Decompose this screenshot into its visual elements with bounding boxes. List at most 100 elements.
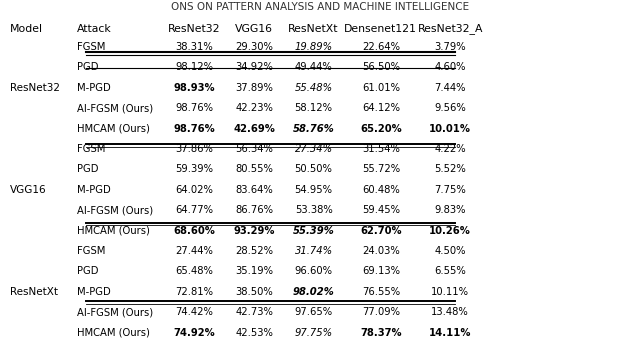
Text: FGSM: FGSM [77, 144, 105, 154]
Text: 83.64%: 83.64% [236, 185, 273, 195]
Text: ResNet32: ResNet32 [168, 24, 221, 34]
Text: M-PGD: M-PGD [77, 83, 111, 93]
Text: 4.22%: 4.22% [435, 144, 466, 154]
Text: FGSM: FGSM [77, 42, 105, 52]
Text: 96.60%: 96.60% [294, 266, 333, 276]
Text: 55.48%: 55.48% [294, 83, 333, 93]
Text: 7.44%: 7.44% [435, 83, 466, 93]
Text: 28.52%: 28.52% [235, 246, 273, 256]
Text: Model: Model [10, 24, 43, 34]
Text: 50.50%: 50.50% [294, 164, 333, 174]
Text: 9.56%: 9.56% [435, 103, 466, 113]
Text: 10.11%: 10.11% [431, 287, 469, 297]
Text: 61.01%: 61.01% [362, 83, 400, 93]
Text: 27.44%: 27.44% [175, 246, 214, 256]
Text: 35.19%: 35.19% [235, 266, 273, 276]
Text: 98.76%: 98.76% [173, 123, 216, 134]
Text: ResNetXt: ResNetXt [289, 24, 339, 34]
Text: 19.89%: 19.89% [294, 42, 333, 52]
Text: 93.29%: 93.29% [234, 225, 275, 236]
Text: M-PGD: M-PGD [77, 185, 111, 195]
Text: 7.75%: 7.75% [435, 185, 466, 195]
Text: 3.79%: 3.79% [435, 42, 466, 52]
Text: 24.03%: 24.03% [362, 246, 399, 256]
Text: ResNet32: ResNet32 [10, 83, 60, 93]
Text: 56.50%: 56.50% [362, 62, 400, 72]
Text: AI-FGSM (Ours): AI-FGSM (Ours) [77, 103, 153, 113]
Text: 68.60%: 68.60% [173, 225, 216, 236]
Text: 38.31%: 38.31% [176, 42, 213, 52]
Text: 22.64%: 22.64% [362, 42, 400, 52]
Text: 54.95%: 54.95% [294, 185, 333, 195]
Text: 78.37%: 78.37% [360, 327, 402, 338]
Text: 58.76%: 58.76% [292, 123, 335, 134]
Text: 37.86%: 37.86% [175, 144, 214, 154]
Text: 42.53%: 42.53% [235, 327, 273, 338]
Text: ResNetXt: ResNetXt [10, 287, 58, 297]
Text: Densenet121: Densenet121 [344, 24, 417, 34]
Text: HMCAM (Ours): HMCAM (Ours) [77, 327, 150, 338]
Text: 97.65%: 97.65% [294, 307, 333, 317]
Text: VGG16: VGG16 [235, 24, 273, 34]
Text: 9.83%: 9.83% [435, 205, 466, 215]
Text: FGSM: FGSM [77, 246, 105, 256]
Text: 80.55%: 80.55% [235, 164, 273, 174]
Text: PGD: PGD [77, 62, 99, 72]
Text: 49.44%: 49.44% [295, 62, 332, 72]
Text: 55.72%: 55.72% [362, 164, 400, 174]
Text: ONS ON PATTERN ANALYSIS AND MACHINE INTELLIGENCE: ONS ON PATTERN ANALYSIS AND MACHINE INTE… [171, 2, 469, 12]
Text: 98.02%: 98.02% [292, 287, 335, 297]
Text: 56.34%: 56.34% [235, 144, 273, 154]
Text: 76.55%: 76.55% [362, 287, 400, 297]
Text: PGD: PGD [77, 164, 99, 174]
Text: 13.48%: 13.48% [431, 307, 469, 317]
Text: AI-FGSM (Ours): AI-FGSM (Ours) [77, 205, 153, 215]
Text: 14.11%: 14.11% [429, 327, 472, 338]
Text: M-PGD: M-PGD [77, 287, 111, 297]
Text: 98.12%: 98.12% [175, 62, 214, 72]
Text: 69.13%: 69.13% [362, 266, 400, 276]
Text: 31.54%: 31.54% [362, 144, 400, 154]
Text: 77.09%: 77.09% [362, 307, 400, 317]
Text: 27.34%: 27.34% [294, 144, 333, 154]
Text: 4.50%: 4.50% [435, 246, 466, 256]
Text: 65.48%: 65.48% [175, 266, 214, 276]
Text: 38.50%: 38.50% [236, 287, 273, 297]
Text: 53.38%: 53.38% [295, 205, 332, 215]
Text: 42.73%: 42.73% [235, 307, 273, 317]
Text: 58.12%: 58.12% [294, 103, 333, 113]
Text: 64.12%: 64.12% [362, 103, 400, 113]
Text: 86.76%: 86.76% [235, 205, 273, 215]
Text: 6.55%: 6.55% [435, 266, 466, 276]
Text: VGG16: VGG16 [10, 185, 46, 195]
Text: 55.39%: 55.39% [292, 225, 335, 236]
Text: 97.75%: 97.75% [294, 327, 333, 338]
Text: HMCAM (Ours): HMCAM (Ours) [77, 123, 150, 134]
Text: 65.20%: 65.20% [360, 123, 402, 134]
Text: Attack: Attack [77, 24, 111, 34]
Text: HMCAM (Ours): HMCAM (Ours) [77, 225, 150, 236]
Text: 64.77%: 64.77% [175, 205, 214, 215]
Text: 42.69%: 42.69% [233, 123, 275, 134]
Text: PGD: PGD [77, 266, 99, 276]
Text: 98.93%: 98.93% [173, 83, 216, 93]
Text: 10.26%: 10.26% [429, 225, 471, 236]
Text: 5.52%: 5.52% [435, 164, 466, 174]
Text: 72.81%: 72.81% [175, 287, 214, 297]
Text: 64.02%: 64.02% [175, 185, 214, 195]
Text: AI-FGSM (Ours): AI-FGSM (Ours) [77, 307, 153, 317]
Text: 4.60%: 4.60% [435, 62, 466, 72]
Text: 29.30%: 29.30% [235, 42, 273, 52]
Text: 60.48%: 60.48% [362, 185, 399, 195]
Text: 37.89%: 37.89% [235, 83, 273, 93]
Text: 59.39%: 59.39% [175, 164, 214, 174]
Text: 74.42%: 74.42% [175, 307, 214, 317]
Text: 74.92%: 74.92% [173, 327, 216, 338]
Text: 31.74%: 31.74% [294, 246, 333, 256]
Text: 10.01%: 10.01% [429, 123, 471, 134]
Text: 42.23%: 42.23% [235, 103, 273, 113]
Text: 34.92%: 34.92% [235, 62, 273, 72]
Text: ResNet32_A: ResNet32_A [417, 23, 483, 34]
Text: 59.45%: 59.45% [362, 205, 400, 215]
Text: 98.76%: 98.76% [175, 103, 214, 113]
